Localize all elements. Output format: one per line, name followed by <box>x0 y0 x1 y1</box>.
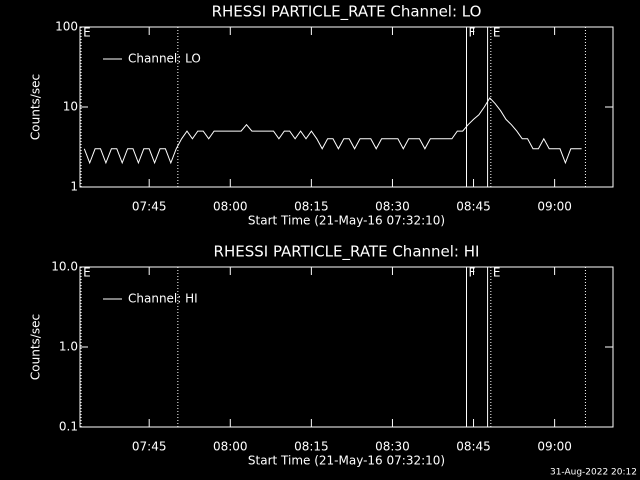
x-tick-label: 08:30 <box>375 440 410 454</box>
x-tick-label: 08:15 <box>294 440 329 454</box>
chart-panel: RHESSI PARTICLE_RATE Channel: HI Start Ti… <box>29 243 614 468</box>
y-tick-label: 1.0 <box>59 340 78 354</box>
x-tick-label: 08:00 <box>213 200 248 214</box>
legend-label: Channel: LO <box>128 52 201 66</box>
x-axis-label: Start Time (21-May-16 07:32:10) <box>248 454 445 468</box>
chart-title: RHESSI PARTICLE_RATE Channel: HI <box>214 243 480 262</box>
y-tick-label: 0.1 <box>59 420 78 434</box>
x-tick-label: 09:00 <box>537 200 572 214</box>
x-tick-label: 09:00 <box>537 440 572 454</box>
marker-label: E <box>83 26 91 40</box>
x-tick-label: 08:45 <box>456 440 491 454</box>
y-axis-label: Counts/sec <box>29 314 43 380</box>
x-tick-label: 08:45 <box>456 200 491 214</box>
x-tick-label: 07:45 <box>132 440 167 454</box>
marker-label: F <box>469 266 476 280</box>
marker-label: E <box>83 266 91 280</box>
legend-label: Channel: HI <box>128 292 198 306</box>
y-tick-label: 10.0 <box>51 260 78 274</box>
marker-label: E <box>493 266 501 280</box>
x-tick-label: 07:45 <box>132 200 167 214</box>
data-line <box>83 97 582 165</box>
x-tick-label: 08:00 <box>213 440 248 454</box>
x-tick-label: 08:30 <box>375 200 410 214</box>
x-tick-label: 08:15 <box>294 200 329 214</box>
chart-panel: RHESSI PARTICLE_RATE Channel: LO Start Ti… <box>29 3 614 228</box>
x-axis-label: Start Time (21-May-16 07:32:10) <box>248 214 445 228</box>
y-tick-label: 10 <box>63 100 78 114</box>
marker-label: E <box>493 26 501 40</box>
footer-date: 31-Aug-2022 20:12 <box>550 468 637 478</box>
chart-title: RHESSI PARTICLE_RATE Channel: LO <box>212 3 482 22</box>
y-axis-label: Counts/sec <box>29 74 43 140</box>
y-tick-label: 1 <box>70 180 78 194</box>
marker-label: F <box>469 26 476 40</box>
y-tick-label: 100 <box>55 20 78 34</box>
